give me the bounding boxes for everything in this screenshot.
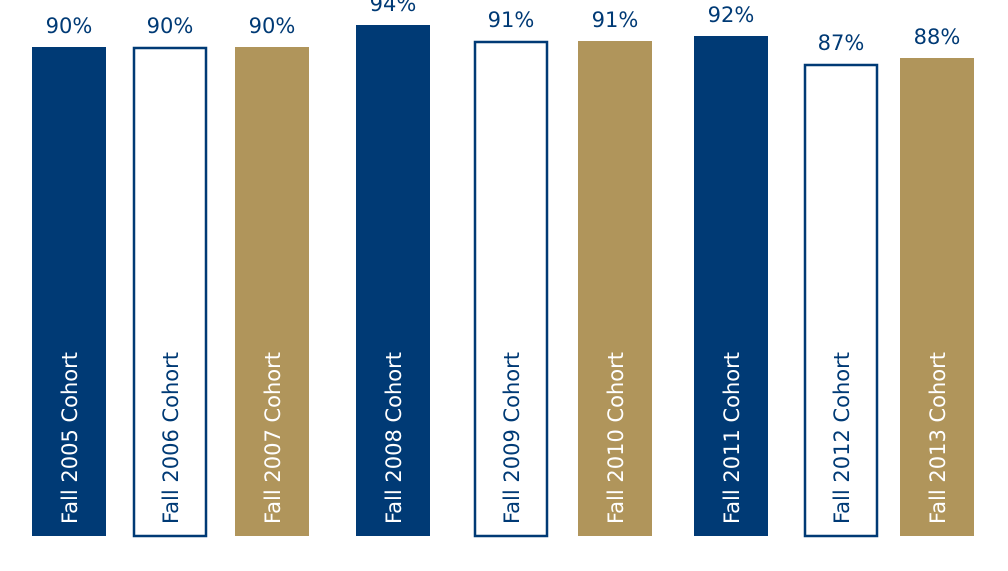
category-label-5: Fall 2009 Cohort [500,352,524,524]
bar-1 [32,47,106,536]
value-label-2: 90% [147,14,194,38]
category-label-6: Fall 2010 Cohort [604,352,628,524]
bar-9 [900,58,974,536]
value-label-4: 94% [370,0,417,16]
value-label-1: 90% [46,14,93,38]
value-label-3: 90% [249,14,296,38]
bar-8 [803,63,879,538]
value-label-9: 88% [914,25,961,49]
bar-5 [473,40,549,538]
bar-4 [356,25,430,536]
bar-3 [235,47,309,536]
bar-2 [132,46,208,538]
value-label-7: 92% [708,3,755,27]
bar-6 [578,41,652,536]
bar-7 [694,36,768,536]
category-label-3: Fall 2007 Cohort [261,352,285,524]
category-label-2: Fall 2006 Cohort [159,352,183,524]
value-label-6: 91% [592,8,639,32]
category-label-4: Fall 2008 Cohort [382,352,406,524]
category-label-7: Fall 2011 Cohort [720,352,744,524]
category-label-1: Fall 2005 Cohort [58,352,82,524]
value-label-8: 87% [818,31,865,55]
category-label-8: Fall 2012 Cohort [830,352,854,524]
value-label-5: 91% [488,8,535,32]
category-label-9: Fall 2013 Cohort [926,352,950,524]
